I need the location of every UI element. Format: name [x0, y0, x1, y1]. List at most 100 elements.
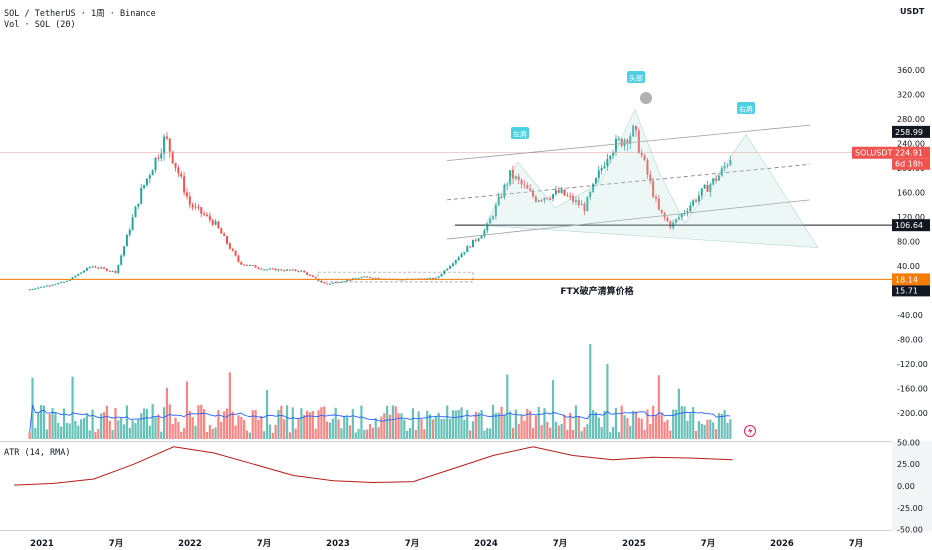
volume-bar	[626, 418, 629, 439]
candle-body	[220, 228, 223, 234]
volume-bar	[583, 427, 586, 439]
volume-bar	[268, 424, 272, 439]
candle-body	[554, 190, 557, 195]
volume-bar	[283, 419, 286, 439]
candle-body	[655, 196, 658, 199]
time-tick-label: 7月	[257, 539, 271, 549]
volume-bar	[497, 412, 500, 439]
volume-bar	[145, 408, 149, 439]
volume-bar	[566, 429, 569, 439]
volume-bar	[557, 425, 560, 439]
candle-body	[640, 153, 643, 156]
volume-bar	[320, 407, 323, 439]
candle-body	[489, 218, 492, 224]
candle-body	[280, 269, 283, 271]
candle-body	[512, 170, 515, 179]
volume-bar	[108, 420, 111, 439]
candle-body	[188, 196, 191, 205]
volume-bar	[717, 413, 721, 439]
volume-bar	[303, 414, 306, 439]
volume-bar	[260, 416, 263, 439]
volume-bar	[91, 409, 94, 439]
volume-bar	[140, 413, 143, 439]
volume-bar	[343, 416, 346, 439]
volume-bar	[217, 410, 220, 439]
resistance-tag-box	[892, 125, 930, 138]
volume-bar	[360, 405, 363, 439]
volume-bar	[326, 421, 329, 439]
volume-indicator-label[interactable]: Vol · SOL (20)	[4, 20, 76, 30]
candle-body	[594, 177, 597, 184]
candle-body	[600, 168, 603, 171]
volume-bar	[614, 407, 618, 439]
candle-body	[434, 277, 437, 279]
time-tick-label: 7月	[849, 539, 863, 549]
candle-body	[128, 229, 131, 235]
left-shoulder-label-box	[511, 127, 529, 139]
candle-body	[517, 176, 520, 180]
volume-bar	[62, 408, 66, 439]
atr-indicator-label[interactable]: ATR (14, RMA)	[4, 448, 71, 458]
neckline-tag: 106.64	[895, 221, 923, 230]
volume-bar	[354, 432, 357, 439]
volume-bar	[486, 428, 489, 439]
candle-body	[114, 270, 117, 273]
candle-body	[123, 246, 126, 256]
candle-body	[62, 281, 65, 283]
volume-bar	[257, 419, 260, 439]
candle-body	[557, 190, 560, 193]
candle-body	[569, 195, 572, 197]
candle-body	[469, 246, 472, 248]
volume-bar	[88, 430, 91, 439]
candle-body	[60, 281, 63, 283]
volume-bar	[637, 417, 640, 439]
volume-bar	[569, 412, 572, 439]
volume-bar	[652, 405, 655, 439]
volume-bar	[720, 413, 723, 439]
candle-body	[248, 264, 251, 266]
time-tick-label: 2021	[30, 539, 54, 549]
candle-body	[449, 265, 452, 269]
candle-body	[371, 277, 374, 279]
volume-bar	[594, 412, 598, 439]
volume-bar	[694, 430, 698, 439]
volume-bar	[137, 418, 140, 439]
candle-body	[334, 282, 337, 284]
atr-tick-label: 25.00	[897, 460, 920, 469]
candle-body	[254, 265, 257, 268]
currency-label[interactable]: USDT	[900, 7, 925, 16]
time-tick-label: 7月	[553, 539, 567, 549]
candle-body	[643, 155, 646, 161]
candle-body	[303, 270, 306, 273]
volume-bar	[251, 410, 254, 439]
candle-body	[374, 277, 377, 279]
volume-bar	[340, 428, 343, 439]
volume-bar	[245, 430, 249, 439]
candle-body	[140, 188, 143, 204]
candle-body	[660, 209, 663, 213]
candle-body	[337, 282, 340, 284]
volume-bar	[120, 417, 123, 439]
candle-body	[326, 283, 329, 285]
symbol-title[interactable]: SOL / TetherUS · 1周 · Binance	[4, 9, 156, 19]
candle-body	[185, 192, 188, 197]
candle-body	[320, 280, 323, 283]
candle-body	[291, 269, 294, 271]
candle-body	[606, 159, 609, 167]
time-tick-label: 7月	[109, 539, 123, 549]
candle-body	[677, 217, 680, 220]
candle-body	[577, 200, 580, 206]
candle-body	[572, 196, 575, 202]
volume-bar	[388, 414, 392, 439]
volume-bar	[423, 429, 426, 439]
countdown-tag: 6d 18h	[895, 160, 923, 169]
volume-bar	[643, 429, 646, 439]
volume-bar	[371, 427, 374, 439]
volume-bar	[666, 419, 669, 439]
volume-bar	[128, 427, 131, 439]
candle-body	[709, 184, 712, 192]
candle-body	[48, 285, 51, 287]
price-tick-label: -80.00	[897, 336, 923, 345]
volume-bar	[520, 414, 523, 439]
